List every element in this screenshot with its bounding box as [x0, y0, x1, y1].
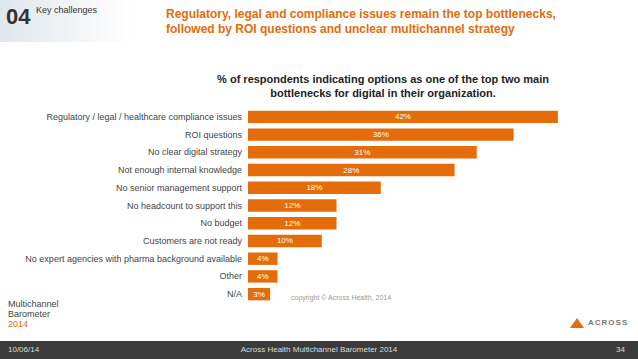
html-text:34: 34 — [616, 345, 625, 354]
svg-text:4%: 4% — [257, 254, 269, 263]
html-text:04: 04 — [6, 4, 31, 29]
svg-text:42%: 42% — [395, 112, 411, 121]
svg-text:No expert agencies with pharma: No expert agencies with pharma backgroun… — [25, 254, 242, 264]
html-text:Multichannel: Multichannel — [8, 299, 59, 309]
svg-text:No clear digital strategy: No clear digital strategy — [148, 147, 243, 157]
svg-text:12%: 12% — [284, 219, 300, 228]
html-text:2014: 2014 — [8, 319, 28, 329]
svg-text:No budget: No budget — [200, 218, 242, 228]
svg-text:Customers are not ready: Customers are not ready — [143, 236, 243, 246]
html-text:Key challenges: Key challenges — [36, 5, 97, 15]
svg-text:Regulatory / legal / healthcar: Regulatory / legal / healthcare complian… — [46, 112, 242, 122]
svg-text:31%: 31% — [354, 148, 370, 157]
html-text:Regulatory, legal and complian: Regulatory, legal and compliance issues … — [166, 7, 556, 21]
svg-text:4%: 4% — [257, 272, 269, 281]
html-text:Across Health Multichannel Bar: Across Health Multichannel Barometer 201… — [240, 345, 398, 354]
svg-text:3%: 3% — [253, 290, 265, 299]
svg-text:Other: Other — [219, 271, 242, 281]
html-text:followed by ROI questions and: followed by ROI questions and unclear mu… — [166, 22, 515, 36]
svg-text:18%: 18% — [306, 183, 322, 192]
svg-text:No headcount to support this: No headcount to support this — [127, 201, 243, 211]
svg-text:ROI questions: ROI questions — [185, 130, 243, 140]
html-text:copyright © Across Health, 201: copyright © Across Health, 2014 — [291, 294, 392, 301]
svg-text:Not enough internal knowledge: Not enough internal knowledge — [118, 165, 242, 175]
html-text:10/06/14: 10/06/14 — [8, 345, 40, 354]
svg-text:No senior management support: No senior management support — [116, 183, 243, 193]
svg-text:36%: 36% — [373, 130, 389, 139]
svg-text:12%: 12% — [284, 201, 300, 210]
svg-text:N/A: N/A — [227, 289, 242, 299]
svg-text:10%: 10% — [277, 236, 293, 245]
html-text:ACROSS: ACROSS — [588, 318, 629, 327]
html-text:Barometer: Barometer — [8, 309, 50, 319]
html-text:% of respondents indicating op: % of respondents indicating options as o… — [217, 73, 549, 99]
svg-text:28%: 28% — [343, 166, 359, 175]
